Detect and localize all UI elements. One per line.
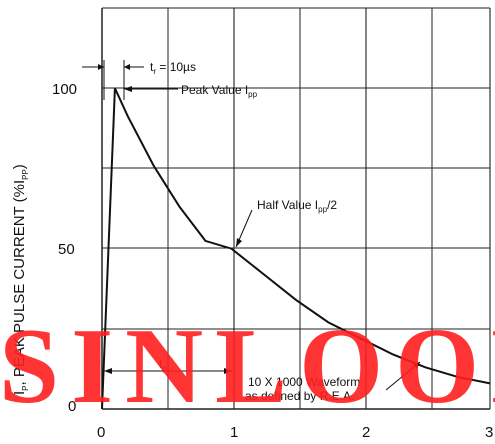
tp-label-prefix: t bbox=[159, 357, 163, 371]
tr-right-arrow-head bbox=[124, 64, 130, 70]
x-tick-0: 0 bbox=[97, 424, 105, 441]
y-tick-50: 50 bbox=[58, 241, 75, 258]
tr-label-suffix: = 10µs bbox=[156, 60, 196, 74]
waveform-note-line-2: as defined by R.E.A. bbox=[245, 389, 354, 403]
y-label-part-3: ) bbox=[11, 164, 28, 169]
half-label-prefix: Half Value I bbox=[257, 198, 318, 212]
pulse-waveform-line bbox=[101, 87, 491, 410]
tp-label-sub: p bbox=[162, 364, 167, 373]
x-tick-2: 2 bbox=[362, 424, 370, 441]
waveform-note-line-1: 10 X 1000 Waveform bbox=[248, 375, 360, 389]
y-label-sub-2: PP bbox=[21, 169, 30, 180]
half-label-sub: pp bbox=[318, 205, 327, 214]
tp-label: tp bbox=[159, 357, 167, 373]
peak-value-label: Peak Value Ipp bbox=[181, 83, 258, 99]
half-label-suffix: /2 bbox=[327, 198, 337, 212]
half-value-arrow-head bbox=[236, 238, 242, 247]
y-tick-0: 0 bbox=[68, 398, 76, 415]
peak-arrow-head bbox=[124, 86, 132, 92]
tp-left-arrow-head bbox=[104, 368, 112, 374]
y-tick-100: 100 bbox=[52, 81, 77, 98]
tp-right-arrow-head bbox=[224, 368, 232, 374]
grid bbox=[101, 7, 491, 410]
y-ticks: 0 50 100 bbox=[52, 81, 77, 415]
y-axis-label: IP, PEAK PULSE CURRENT (%IPP) bbox=[11, 164, 30, 395]
peak-label-prefix: Peak Value I bbox=[181, 83, 248, 97]
waveform-arrow-line bbox=[385, 361, 421, 391]
y-label-sub-1: P bbox=[21, 385, 30, 390]
sinloon-watermark: SINLOON bbox=[0, 307, 495, 426]
y-label-part-2: , PEAK PULSE CURRENT (%I bbox=[11, 180, 28, 386]
x-tick-3: 3 bbox=[485, 424, 493, 441]
peak-label-sub: pp bbox=[248, 90, 257, 99]
y-axis-label-text: IP, PEAK PULSE CURRENT (%IPP) bbox=[11, 164, 30, 395]
tr-label-prefix: t bbox=[150, 60, 154, 74]
y-label-part-1: I bbox=[11, 391, 28, 395]
half-value-label: Half Value Ipp/2 bbox=[257, 198, 337, 214]
tr-label: tr = 10µs bbox=[150, 60, 196, 76]
annotations: tr = 10µs Peak Value Ipp Half Value Ipp/… bbox=[82, 60, 421, 403]
x-ticks: 0 1 2 3 bbox=[97, 424, 493, 441]
tr-left-arrow-head bbox=[98, 64, 104, 70]
tr-label-sub: r bbox=[153, 67, 156, 76]
x-tick-1: 1 bbox=[230, 424, 238, 441]
